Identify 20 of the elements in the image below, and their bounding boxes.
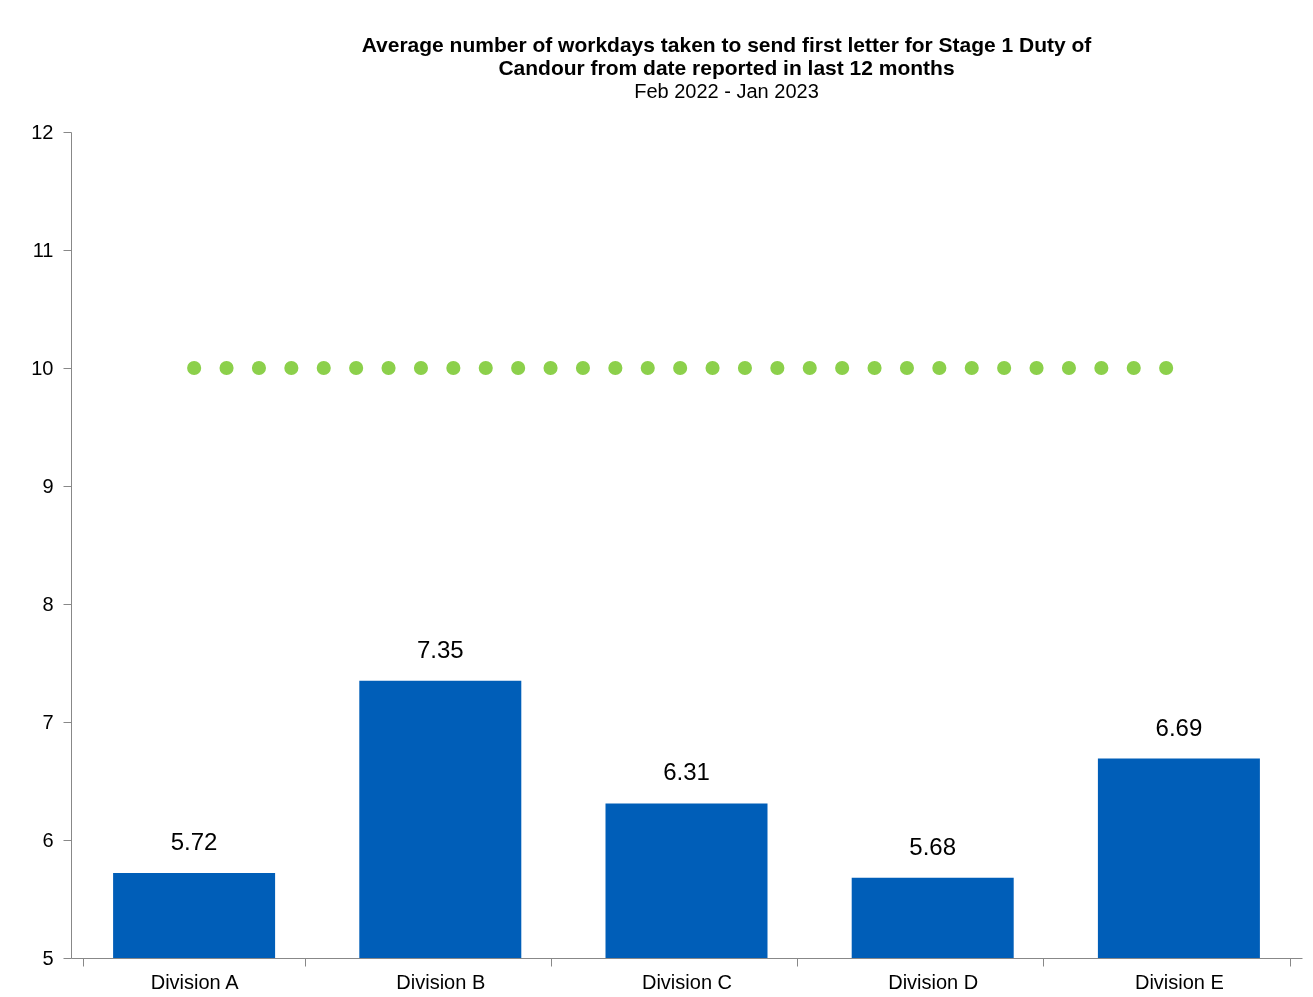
x-tick-label: Division E <box>1134 970 1224 993</box>
chart-title: Average number of workdays taken to send first letter for Stage 1 Duty of Candour from date reported in last 12 months <box>361 33 1093 79</box>
data-label: 5.72 <box>170 828 218 856</box>
data-label: 6.69 <box>1155 713 1203 741</box>
y-tick-label: 6 <box>42 828 54 851</box>
y-tick-label: 12 <box>31 120 54 143</box>
data-label: 6.31 <box>663 758 710 786</box>
y-tick-label: 8 <box>42 592 54 615</box>
data-label: 7.35 <box>416 635 464 663</box>
y-tick-label: 11 <box>32 238 54 261</box>
data-label: 5.68 <box>909 832 957 860</box>
x-tick-label: Division C <box>641 970 733 993</box>
x-tick-label: Division D <box>888 970 979 993</box>
chart-subtitle: Feb 2022 - Jan 2023 <box>634 80 819 102</box>
y-tick-label: 5 <box>42 946 54 969</box>
y-tick-label: 10 <box>31 356 54 379</box>
x-tick-label: Division A <box>150 970 240 993</box>
y-tick-label: 7 <box>42 710 54 733</box>
x-tick-label: Division B <box>396 970 486 993</box>
y-tick-label: 9 <box>42 474 54 497</box>
